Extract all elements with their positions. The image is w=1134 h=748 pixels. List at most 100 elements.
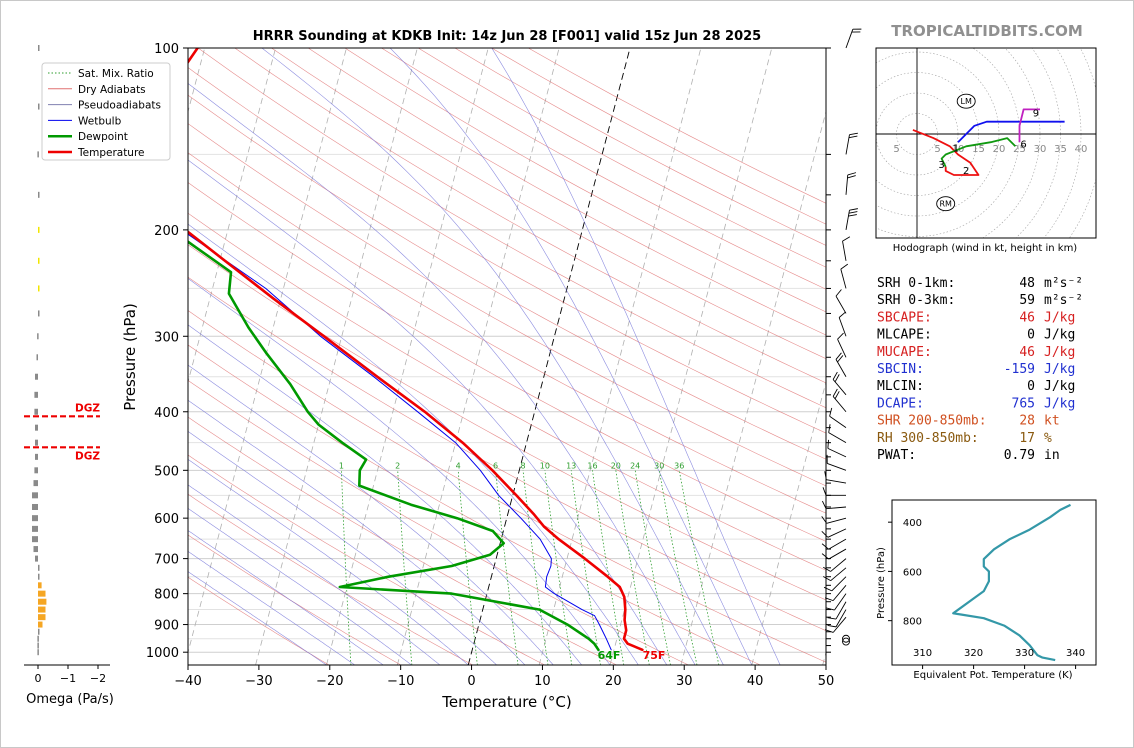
param-label: MLCIN: — [877, 379, 924, 394]
dry-adiabat-line — [188, 94, 826, 460]
mixing-ratio-line — [544, 470, 573, 665]
dewpoint-line — [188, 240, 600, 652]
wind-barb — [826, 593, 847, 611]
dry-adiabat-line — [308, 48, 826, 336]
skewt-series — [188, 48, 644, 652]
param-label: SBCAPE: — [877, 310, 932, 325]
param-value: 48 — [1019, 276, 1035, 291]
y-tick-label: 500 — [154, 464, 179, 479]
chart-title: HRRR Sounding at KDKB Init: 14z Jun 28 [… — [253, 29, 761, 44]
omega-bar — [32, 525, 38, 532]
barb-flag — [821, 516, 828, 524]
pseudoadiabat-line — [188, 484, 441, 665]
omega-bar — [38, 590, 46, 597]
barb-flag — [847, 172, 857, 176]
wind-barb — [823, 558, 847, 572]
hodograph-height-label: 2 — [963, 166, 969, 177]
y-tick-label: 700 — [154, 553, 179, 568]
pseudoadiabat-line — [188, 430, 497, 665]
dry-adiabat-line — [188, 276, 826, 631]
dry-adiabat-line — [188, 344, 761, 665]
wind-barb — [821, 548, 847, 560]
param-label: MLCAPE: — [877, 328, 932, 343]
barb-flag — [834, 391, 840, 399]
dry-adiabat-line — [197, 48, 826, 409]
param-unit: m²s⁻² — [1044, 276, 1083, 291]
omega-bar — [37, 649, 39, 656]
barb-flag — [829, 407, 833, 417]
theta-e-line — [952, 503, 1071, 662]
x-tick-label: −30 — [245, 674, 272, 689]
barb-flag — [823, 566, 831, 572]
y-tick-label: 100 — [154, 42, 179, 57]
omega-bar — [38, 606, 46, 613]
param-unit: J/kg — [1044, 328, 1075, 343]
wind-barb — [835, 289, 847, 314]
wind-barbs — [821, 28, 862, 646]
wind-barb — [824, 585, 847, 602]
barb-flag — [823, 576, 831, 582]
calm-wind-circle — [842, 637, 850, 646]
theta-e-x-axis-label: Equivalent Pot. Temperature (K) — [913, 670, 1072, 681]
mixing-ratio-label: 16 — [587, 461, 597, 470]
barb-shaft — [840, 268, 847, 289]
y-tick-label: 200 — [154, 224, 179, 239]
skewt-plot-frame — [187, 47, 827, 666]
mixing-ratio-line — [495, 470, 519, 665]
pseudoadiabat-line — [188, 399, 526, 665]
wind-barb — [829, 407, 847, 429]
omega-bar — [32, 515, 38, 522]
omega-bar — [35, 424, 38, 431]
omega-bar — [38, 103, 40, 110]
hodograph-height-label: 9 — [1033, 109, 1039, 120]
wind-barb — [827, 601, 847, 620]
x-tick-label: 40 — [747, 674, 764, 689]
omega-bar — [36, 354, 38, 361]
param-unit: J/kg — [1044, 396, 1075, 411]
legend-label: Dry Adiabats — [78, 84, 146, 96]
omega-bar — [34, 467, 38, 474]
param-value: 28 — [1019, 414, 1035, 429]
barb-flag — [821, 553, 829, 560]
barb-flag — [821, 531, 829, 538]
legend-label: Pseudoadiabats — [78, 100, 161, 112]
y-tick-label: 1000 — [146, 646, 179, 661]
barb-shaft — [830, 558, 847, 572]
param-label: SBCIN: — [877, 362, 924, 377]
barb-flag — [849, 132, 858, 136]
pseudoadiabat-line — [261, 48, 724, 665]
pseudoadiabat-line — [188, 530, 384, 665]
hodograph-ring-label: 20 — [993, 144, 1006, 155]
omega-bar — [35, 373, 38, 380]
omega-bar — [38, 621, 43, 628]
wind-barb — [845, 208, 858, 230]
wind-barb — [845, 28, 862, 49]
omega-x-tick-label: −1 — [60, 672, 76, 685]
isotherm-line — [680, 110, 826, 665]
param-value: 765 — [1012, 396, 1035, 411]
barb-shaft — [845, 210, 850, 230]
mixing-ratio-label: 2 — [395, 461, 400, 470]
isotherm-line — [188, 48, 347, 654]
wind-barb — [835, 352, 847, 377]
dry-adiabat-line — [188, 416, 617, 665]
wind-barb — [842, 236, 851, 261]
param-value: 0 — [1027, 328, 1035, 343]
wind-barb — [827, 439, 847, 458]
x-tick-label: 50 — [818, 674, 835, 689]
barb-shaft — [831, 576, 847, 592]
omega-bar — [37, 333, 39, 340]
y-tick-label: 400 — [154, 406, 179, 421]
param-label: MUCAPE: — [877, 345, 932, 360]
param-value: -159 — [1004, 362, 1035, 377]
site-watermark: TROPICALTIDBITS.COM — [891, 22, 1083, 40]
hodograph-ring-label: 15 — [972, 144, 985, 155]
wind-barb — [822, 487, 846, 496]
dry-adiabat-line — [188, 152, 826, 514]
omega-bar — [38, 614, 46, 621]
barb-flag — [821, 543, 829, 550]
omega-bar — [33, 546, 38, 553]
wind-barb — [826, 454, 847, 471]
hodograph-ring-label: 30 — [1034, 144, 1047, 155]
